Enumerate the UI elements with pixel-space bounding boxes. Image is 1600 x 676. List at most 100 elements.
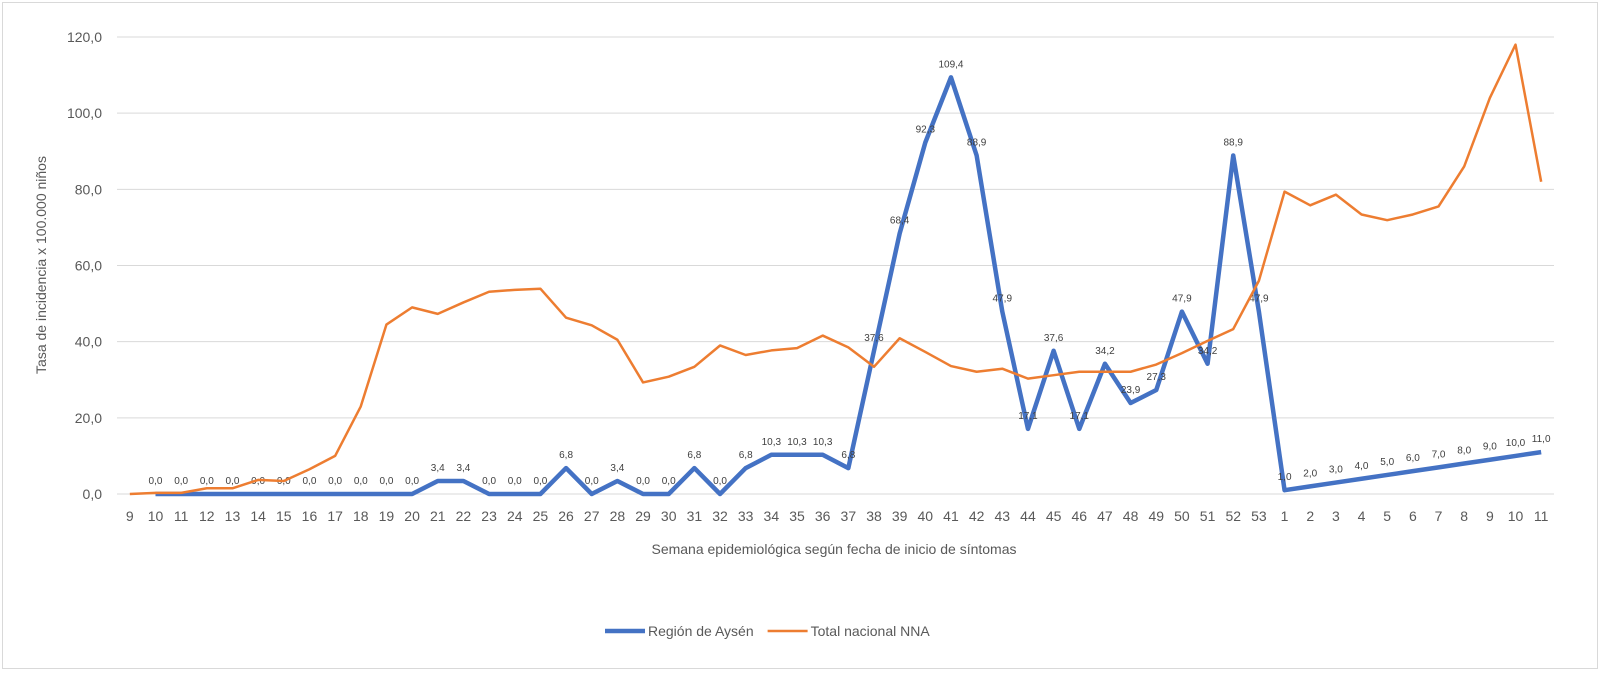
x-tick-label: 32 xyxy=(712,508,728,524)
x-tick-label: 28 xyxy=(610,508,626,524)
data-label: 3,4 xyxy=(456,463,470,474)
x-tick-label: 49 xyxy=(1148,508,1164,524)
data-label: 0,0 xyxy=(533,476,547,487)
x-tick-label: 1 xyxy=(1281,508,1289,524)
data-label: 17,1 xyxy=(1018,411,1038,422)
data-label: 1,0 xyxy=(1278,472,1292,483)
data-label: 10,3 xyxy=(762,437,782,448)
data-label: 3,4 xyxy=(431,463,445,474)
x-tick-label: 29 xyxy=(635,508,651,524)
data-label: 0,0 xyxy=(713,476,727,487)
data-label: 0,0 xyxy=(405,476,419,487)
x-tick-label: 44 xyxy=(1020,508,1036,524)
data-label: 0,0 xyxy=(585,476,599,487)
data-label: 6,8 xyxy=(687,450,701,461)
data-label: 2,0 xyxy=(1303,468,1317,479)
x-tick-label: 19 xyxy=(379,508,395,524)
x-tick-label: 30 xyxy=(661,508,677,524)
x-tick-label: 45 xyxy=(1046,508,1062,524)
data-label: 7,0 xyxy=(1432,449,1446,460)
data-label: 34,2 xyxy=(1095,346,1115,357)
data-label: 9,0 xyxy=(1483,442,1497,453)
data-label: 6,8 xyxy=(739,450,753,461)
data-label: 88,9 xyxy=(967,137,987,148)
data-label: 27,3 xyxy=(1147,372,1167,383)
x-tick-label: 38 xyxy=(866,508,882,524)
x-tick-label: 6 xyxy=(1409,508,1417,524)
x-tick-label: 9 xyxy=(1486,508,1494,524)
series-line xyxy=(155,75,1542,497)
x-tick-label: 25 xyxy=(533,508,549,524)
data-label: 37,6 xyxy=(1044,333,1064,344)
x-tick-label: 53 xyxy=(1251,508,1267,524)
data-label: 10,0 xyxy=(1506,438,1526,449)
series-line xyxy=(129,43,1543,496)
data-label: 47,9 xyxy=(993,294,1013,305)
data-label: 4,0 xyxy=(1355,461,1369,472)
x-tick-label: 3 xyxy=(1332,508,1340,524)
data-label: 34,2 xyxy=(1198,346,1218,357)
x-tick-label: 39 xyxy=(892,508,908,524)
x-tick-label: 5 xyxy=(1383,508,1391,524)
x-tick-label: 7 xyxy=(1435,508,1443,524)
y-axis-title: Tasa de incidencia x 100.000 niños xyxy=(33,156,49,374)
x-tick-label: 4 xyxy=(1358,508,1366,524)
data-label: 0,0 xyxy=(251,476,265,487)
x-tick-label: 16 xyxy=(302,508,318,524)
data-label: 88,9 xyxy=(1224,137,1244,148)
data-label: 6,8 xyxy=(841,450,855,461)
x-tick-label: 52 xyxy=(1225,508,1241,524)
data-label: 17,1 xyxy=(1070,411,1090,422)
data-label: 47,9 xyxy=(1249,294,1269,305)
x-tick-label: 43 xyxy=(995,508,1011,524)
data-label: 0,0 xyxy=(200,476,214,487)
x-tick-label: 46 xyxy=(1071,508,1087,524)
x-tick-label: 51 xyxy=(1200,508,1216,524)
x-tick-label: 10 xyxy=(1508,508,1524,524)
data-label: 0,0 xyxy=(328,476,342,487)
data-label: 5,0 xyxy=(1380,457,1394,468)
x-tick-label: 17 xyxy=(327,508,343,524)
x-tick-label: 14 xyxy=(250,508,266,524)
data-label: 0,0 xyxy=(508,476,522,487)
x-tick-label: 8 xyxy=(1460,508,1468,524)
data-label: 6,8 xyxy=(559,450,573,461)
data-label: 0,0 xyxy=(149,476,163,487)
x-tick-label: 47 xyxy=(1097,508,1113,524)
data-label: 109,4 xyxy=(938,59,963,70)
x-tick-label: 35 xyxy=(789,508,805,524)
y-tick-label: 120,0 xyxy=(67,29,102,45)
x-tick-label: 20 xyxy=(404,508,420,524)
data-label: 0,0 xyxy=(482,476,496,487)
x-tick-label: 48 xyxy=(1123,508,1139,524)
x-tick-label: 13 xyxy=(225,508,241,524)
x-tick-label: 21 xyxy=(430,508,446,524)
x-tick-label: 11 xyxy=(1534,508,1549,524)
legend-label: Región de Aysén xyxy=(648,623,754,639)
x-tick-label: 37 xyxy=(841,508,857,524)
x-tick-label: 26 xyxy=(558,508,574,524)
data-label: 37,6 xyxy=(864,333,884,344)
data-label: 11,0 xyxy=(1532,434,1551,445)
data-label: 0,0 xyxy=(354,476,368,487)
data-label: 0,0 xyxy=(174,476,188,487)
data-label: 6,0 xyxy=(1406,453,1420,464)
x-tick-label: 12 xyxy=(199,508,215,524)
y-tick-label: 40,0 xyxy=(75,334,102,350)
data-label: 3,4 xyxy=(610,463,624,474)
data-label: 0,0 xyxy=(636,476,650,487)
y-tick-label: 20,0 xyxy=(75,410,102,426)
data-label: 0,0 xyxy=(303,476,317,487)
data-label: 0,0 xyxy=(662,476,676,487)
x-tick-label: 22 xyxy=(456,508,472,524)
x-tick-label: 15 xyxy=(276,508,292,524)
x-tick-label: 50 xyxy=(1174,508,1190,524)
x-tick-label: 18 xyxy=(353,508,369,524)
x-tick-label: 41 xyxy=(943,508,959,524)
data-label: 0,0 xyxy=(379,476,393,487)
data-label: 3,0 xyxy=(1329,465,1343,476)
data-label: 92,3 xyxy=(916,124,936,135)
x-tick-label: 2 xyxy=(1306,508,1314,524)
